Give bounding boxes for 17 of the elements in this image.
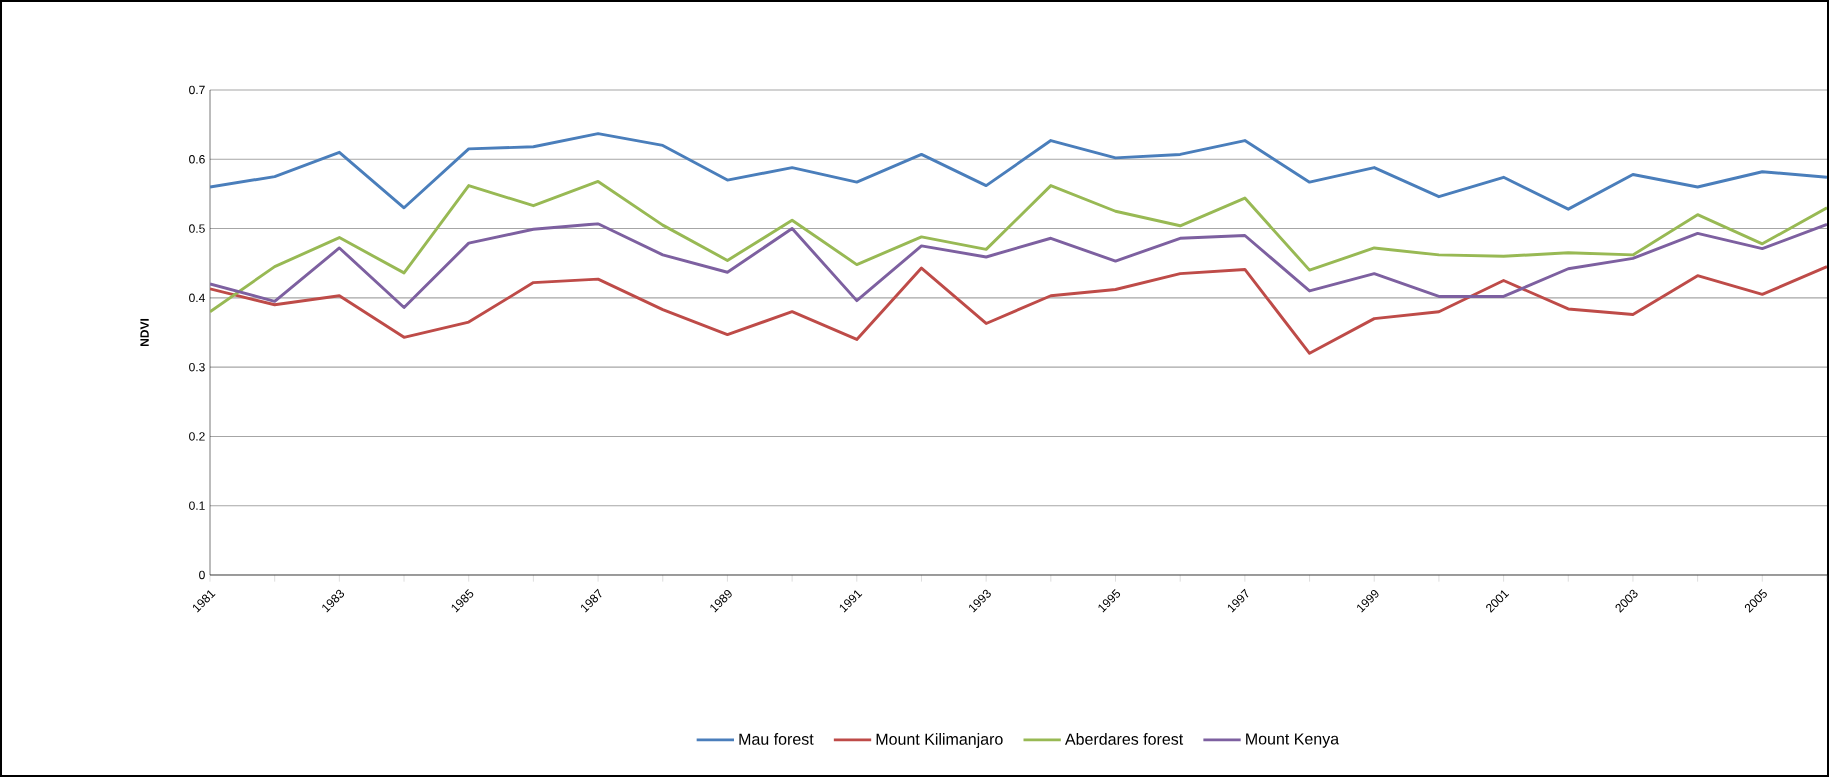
line-series xyxy=(210,222,1827,310)
y-tick-label: 0.3 xyxy=(189,362,205,372)
y-tick-label: 0.4 xyxy=(189,293,205,303)
y-tick-label: 0.7 xyxy=(189,85,205,95)
y-tick-label: 0.6 xyxy=(189,155,205,164)
line-series xyxy=(210,132,1827,211)
y-axis-title: NDVI xyxy=(140,318,149,347)
legend-label: Mount Kilimanjaro xyxy=(876,733,1003,749)
legend-label: Aberdares forest xyxy=(1064,733,1184,745)
y-tick-label: 0.2 xyxy=(189,432,205,441)
y-tick-label: 0.5 xyxy=(189,224,205,233)
legend-label: Mount Kenya xyxy=(1246,733,1340,748)
line-series xyxy=(210,265,1827,355)
line-series xyxy=(210,179,1827,314)
y-tick-label: 0.1 xyxy=(189,501,205,510)
legend-label: Mau forest xyxy=(739,733,814,745)
y-tick-label: 0 xyxy=(199,570,205,580)
